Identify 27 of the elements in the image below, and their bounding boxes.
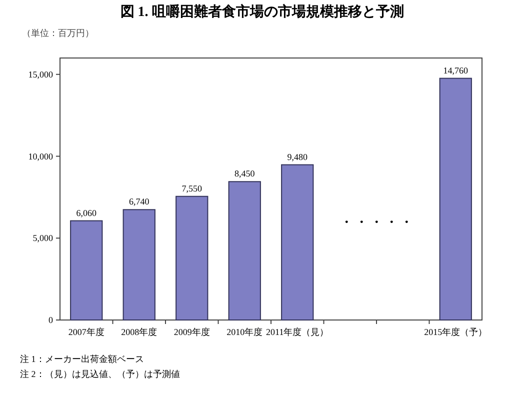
x-tick-label: 2009年度 [174, 327, 210, 337]
bar [439, 78, 472, 320]
data-label: 6,740 [129, 196, 150, 207]
y-tick-label: 0 [48, 315, 54, 325]
data-label: 8,450 [234, 168, 256, 179]
chart-title: 図 1. 咀嚼困難者食市場の市場規模推移と予測 [120, 3, 404, 20]
data-label: 9,480 [287, 152, 308, 162]
annotation: ・ ・ ・ ・ ・ [340, 214, 412, 229]
bar [281, 164, 314, 320]
x-tick-label: 2011年度（見） [266, 327, 329, 337]
text: 注 1：メーカー出荷金額ベース [20, 354, 144, 364]
y-tick-label: 10,000 [28, 151, 54, 162]
bar [176, 196, 208, 320]
x-tick-label: 2007年度 [68, 327, 104, 337]
x-tick-label: 2010年度 [226, 327, 263, 337]
data-label: 7,550 [182, 183, 202, 194]
text: 注 2：（見）は見込値、（予）は予測値 [20, 369, 180, 379]
bar [122, 209, 156, 320]
y-tick-label: 5,000 [32, 233, 54, 244]
bar [228, 181, 261, 320]
y-axis-title: （単位：百万円） [22, 28, 94, 38]
bar [70, 220, 103, 320]
x-tick-label: 2015年度（予） [424, 327, 488, 337]
x-tick-label: 2008年度 [121, 327, 158, 337]
y-tick-label: 15,000 [28, 69, 54, 80]
data-label: 14,760 [443, 65, 468, 76]
data-label: 6,060 [76, 208, 97, 218]
